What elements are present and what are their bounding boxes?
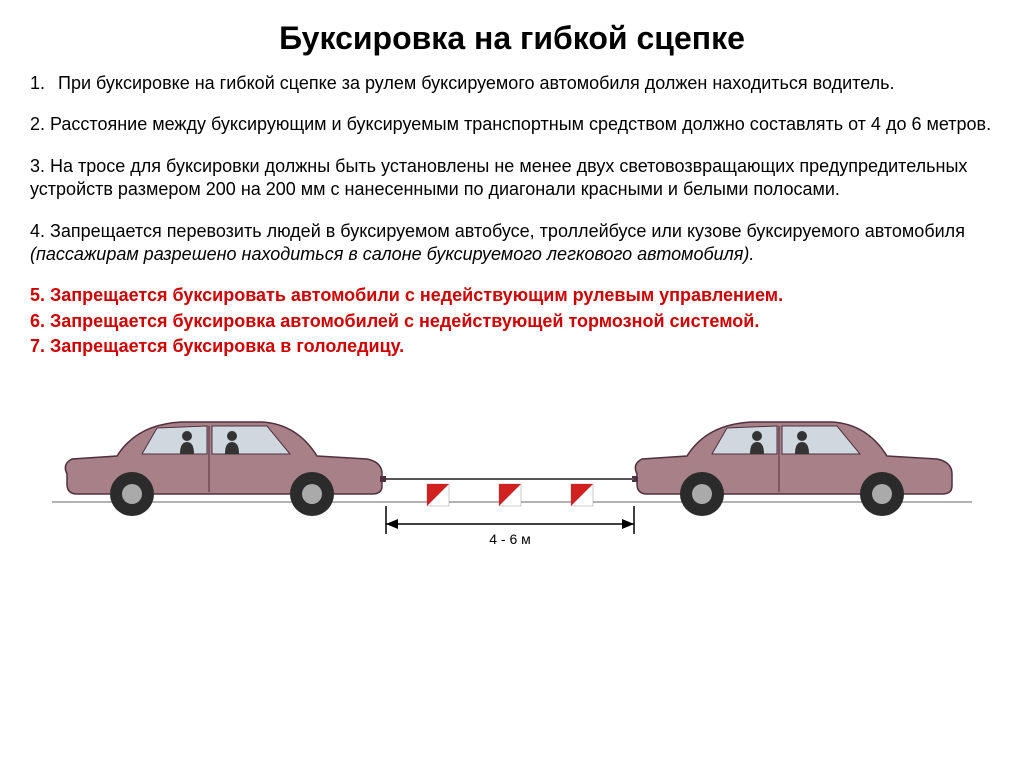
page-title: Буксировка на гибкой сцепке xyxy=(30,20,994,57)
svg-text:4 - 6 м: 4 - 6 м xyxy=(489,531,531,547)
warning-flag-icon xyxy=(571,484,593,506)
rules-block: 1. При буксировке на гибкой сцепке за ру… xyxy=(30,72,994,359)
warning-flag-icon xyxy=(427,484,449,506)
rule-4-b: (пассажирам разрешено находиться в салон… xyxy=(30,244,754,264)
towing-diagram: 4 - 6 м xyxy=(30,384,994,554)
warning-flag-icon xyxy=(499,484,521,506)
rule-5: 5. Запрещается буксировать автомобили с … xyxy=(30,284,994,307)
rule-1-num: 1. xyxy=(30,72,45,95)
rule-3: 3. На тросе для буксировки должны быть у… xyxy=(30,155,994,202)
rule-7: 7. Запрещается буксировка в гололедицу. xyxy=(30,335,994,358)
rule-4: 4. Запрещается перевозить людей в буксир… xyxy=(30,220,994,267)
rule-1-text: При буксировке на гибкой сцепке за рулем… xyxy=(58,73,895,93)
rule-6: 6. Запрещается буксировка автомобилей с … xyxy=(30,310,994,333)
rule-4-a: 4. Запрещается перевозить людей в буксир… xyxy=(30,221,965,241)
rule-2: 2. Расстояние между буксирующим и буксир… xyxy=(30,113,994,136)
rule-1: 1. При буксировке на гибкой сцепке за ру… xyxy=(30,72,994,95)
